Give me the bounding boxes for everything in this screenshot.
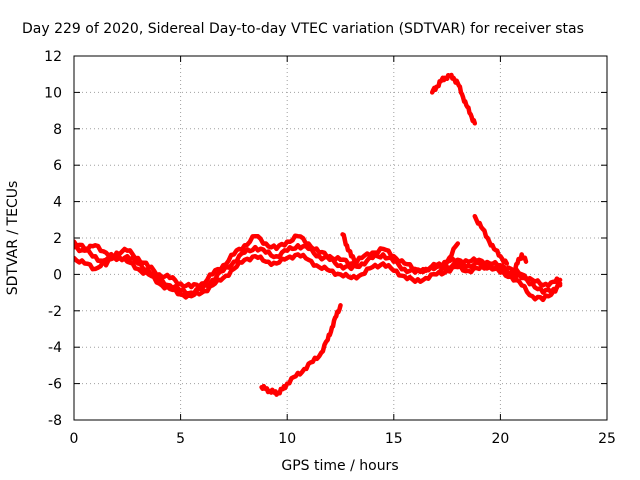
series-decay-19h xyxy=(472,213,510,266)
y-tick-label: 12 xyxy=(44,49,62,65)
x-tick-label: 5 xyxy=(176,431,185,447)
x-axis-label: GPS time / hours xyxy=(281,458,398,474)
y-tick-label: 2 xyxy=(53,231,62,247)
chart-title: Day 229 of 2020, Sidereal Day-to-day VTE… xyxy=(22,21,584,37)
x-tick-label: 20 xyxy=(491,431,509,447)
x-tick-label: 15 xyxy=(385,431,403,447)
series-blip-21h xyxy=(510,252,529,277)
grid xyxy=(74,56,607,420)
x-tick-label: 0 xyxy=(70,431,79,447)
axis-ticks: 0 5 10 15 20 25 -8 -6 -4 -2 0 2 4 6 8 10 12 xyxy=(44,49,616,447)
series-spike-17h xyxy=(438,241,461,274)
series-track-b xyxy=(74,252,563,303)
y-tick-label: -8 xyxy=(48,413,62,429)
y-tick-label: 4 xyxy=(53,195,62,211)
series-spike-13h xyxy=(340,232,360,268)
y-tick-label: -2 xyxy=(48,304,62,320)
x-tick-label: 10 xyxy=(278,431,296,447)
series-track-c xyxy=(74,233,563,290)
y-tick-label: 10 xyxy=(44,85,62,101)
plot-frame xyxy=(73,55,608,421)
y-tick-label: -4 xyxy=(48,340,62,356)
y-tick-label: 8 xyxy=(53,122,62,138)
x-tick-label: 25 xyxy=(598,431,616,447)
y-tick-label: 6 xyxy=(53,158,62,174)
series-arc-lower xyxy=(259,303,343,397)
series-arc-upper xyxy=(429,72,478,126)
y-axis-label: SDTVAR / TECUs xyxy=(5,181,21,296)
series-group xyxy=(74,72,563,397)
y-tick-label: -6 xyxy=(48,377,62,393)
y-tick-label: 0 xyxy=(53,267,62,283)
